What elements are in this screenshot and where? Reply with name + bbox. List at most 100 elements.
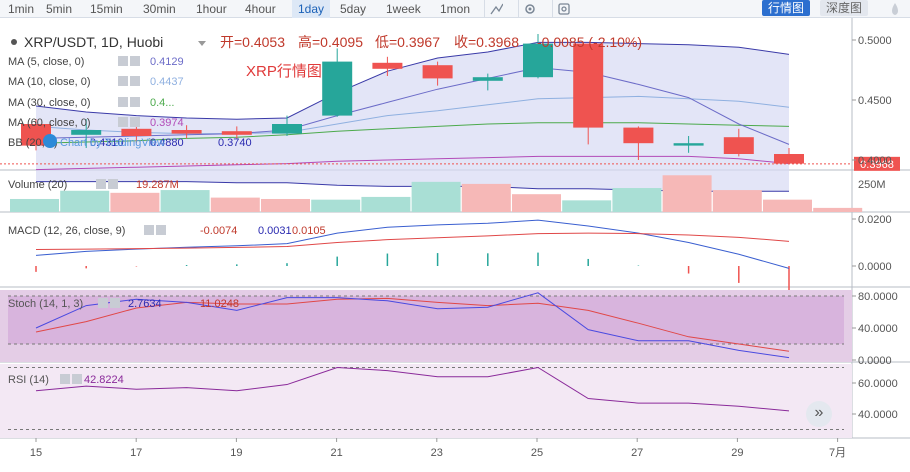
macd-tick-label: 0.0000	[858, 261, 892, 273]
legend-volume-value: 19.287M	[136, 179, 179, 191]
stoch-k-line	[35, 292, 790, 359]
candle-12	[623, 126, 654, 160]
stoch-tick-label: 0.0000	[858, 355, 892, 367]
x-tick-label: 21	[330, 447, 342, 459]
legend-ma60-controls	[118, 117, 140, 127]
x-tick-label: 17	[130, 447, 142, 459]
last-price-tag	[854, 156, 900, 171]
volume-bar-15	[763, 199, 812, 212]
candle-9	[472, 73, 503, 91]
settings-icon	[60, 374, 70, 384]
timeframe-30min[interactable]: 30min	[143, 2, 176, 16]
close-icon	[72, 374, 82, 384]
ma5-line	[35, 67, 790, 145]
timeframe-4hour[interactable]: 4hour	[245, 2, 276, 16]
rsi-background	[0, 364, 852, 438]
tab-depth-chart[interactable]: 深度图	[820, 0, 869, 16]
rsi-line	[35, 366, 790, 412]
candle-body	[422, 65, 453, 79]
stoch-band	[8, 296, 844, 344]
legend-ma5-value: 0.4129	[150, 56, 184, 68]
legend-ma30-controls	[118, 97, 140, 107]
candle-6	[322, 48, 353, 117]
chart-watermark: XRP行情图	[246, 63, 322, 80]
candle-body	[472, 77, 503, 81]
legend-ma60-label: MA (60, close, 0)	[8, 117, 91, 129]
bollinger-upper-line	[35, 41, 790, 120]
stoch-tick-label: 40.0000	[858, 323, 898, 335]
candle-1	[71, 119, 102, 148]
timeframe-1week[interactable]: 1week	[386, 2, 421, 16]
fullscreen-icon[interactable]	[884, 0, 906, 18]
x-tick-label: 25	[531, 447, 543, 459]
x-tick-label: 19	[230, 447, 242, 459]
volume-bar-0	[10, 198, 59, 212]
x-tick-label: 7月	[829, 447, 846, 459]
timeframe-1mon[interactable]: 1mon	[440, 2, 471, 16]
legend-bb-value: 0.4310	[90, 137, 124, 149]
ma30-line	[35, 122, 790, 144]
rsi-tick-label: 60.0000	[858, 378, 898, 390]
price-tick-label: 0.5000	[858, 35, 892, 47]
volume-bar-16	[813, 207, 863, 212]
volume-bar-5	[261, 198, 310, 212]
close-icon	[110, 298, 120, 308]
timeframe-1hour[interactable]: 1hour	[196, 2, 227, 16]
volume-bar-9	[461, 183, 511, 212]
open-value: 开=0.4053	[220, 34, 285, 50]
legend-volume-label: Volume (20)	[8, 179, 67, 191]
timeframe-15min[interactable]: 15min	[90, 2, 123, 16]
close-icon	[130, 76, 140, 86]
legend-stoch-k-value: 2.7634	[128, 298, 162, 310]
settings-icon	[118, 76, 128, 86]
close-icon	[108, 179, 118, 189]
candle-15	[774, 148, 804, 164]
legend-ma10-label: MA (10, close, 0)	[8, 76, 91, 88]
chart-provider-logo	[43, 134, 57, 148]
change-value: -0.0085 (-2.10%)	[537, 34, 642, 50]
macd-tick-label: 0.0200	[858, 214, 892, 226]
legend-stoch-d-value: 11.0248	[200, 298, 239, 310]
line-tool-icon[interactable]	[484, 0, 506, 18]
legend-rsi-label: RSI (14)	[8, 374, 49, 386]
close-value: 收=0.3968	[454, 34, 519, 50]
timeframe-1min[interactable]: 1min	[8, 2, 35, 16]
volume-tick-label: 250M	[858, 179, 886, 191]
timeframe-5day[interactable]: 5day	[340, 2, 367, 16]
timeframe-5min[interactable]: 5min	[46, 2, 73, 16]
volume-bar-14	[712, 190, 762, 212]
legend-bb-value: 0.4880	[150, 137, 184, 149]
candle-8	[422, 61, 453, 86]
candle-13	[673, 136, 704, 153]
candle-14	[723, 128, 754, 157]
volume-bar-6	[311, 199, 361, 212]
scroll-to-latest-button[interactable]: »	[806, 401, 832, 427]
volume-bar-3	[160, 190, 210, 212]
settings-icon	[144, 225, 154, 235]
x-tick-label: 15	[30, 447, 42, 459]
legend-ma30-label: MA (30, close, 0)	[8, 97, 91, 109]
legend-ma10-value: 0.4437	[150, 76, 184, 88]
legend-macd-value: 0.0031	[258, 225, 292, 237]
x-tick-label: 27	[631, 447, 643, 459]
volume-bar-1	[60, 190, 110, 212]
trading-chart[interactable]: 0.3968 0.5000 0.4500 0.4000 XRP/USDT, 1D, Hu…	[0, 18, 910, 472]
stoch-d-line	[35, 297, 790, 352]
collapse-icon	[11, 39, 17, 45]
screenshot-icon[interactable]	[552, 0, 574, 18]
indicator-settings-icon[interactable]	[518, 0, 540, 18]
tab-price-chart[interactable]: 行情图	[762, 0, 811, 16]
candle-10	[523, 34, 553, 79]
rsi-tick-label: 40.0000	[858, 409, 898, 421]
candle-body	[322, 61, 353, 116]
timeframe-1day[interactable]: 1day	[292, 0, 331, 18]
candle-body	[774, 154, 804, 164]
x-tick-label: 23	[431, 447, 443, 459]
settings-icon	[98, 298, 108, 308]
legend-ma5-controls	[118, 56, 140, 66]
volume-bar-2	[110, 192, 160, 212]
candle-2	[121, 124, 152, 144]
legend-macd-value: -0.0074	[200, 225, 237, 237]
close-icon	[130, 56, 140, 66]
legend-macd-controls	[144, 225, 166, 235]
